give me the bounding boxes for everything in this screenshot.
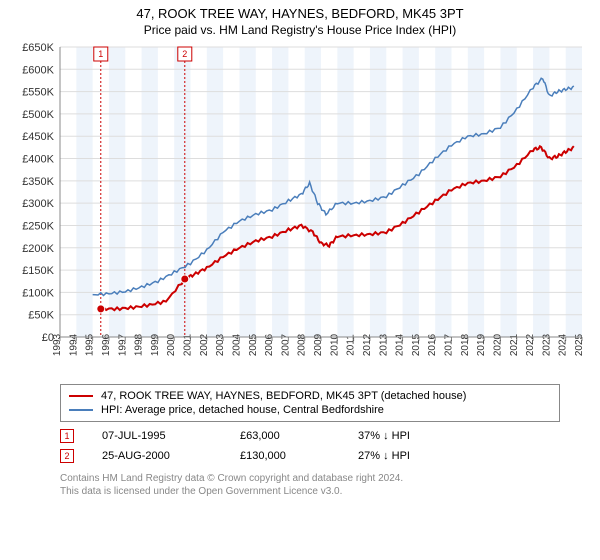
legend-row: 47, ROOK TREE WAY, HAYNES, BEDFORD, MK45…	[69, 389, 551, 403]
svg-text:£400K: £400K	[22, 153, 54, 165]
legend-label: 47, ROOK TREE WAY, HAYNES, BEDFORD, MK45…	[101, 390, 466, 402]
legend-swatch	[69, 409, 93, 411]
footer: Contains HM Land Registry data © Crown c…	[60, 472, 560, 498]
events-table: 1 07-JUL-1995 £63,000 37% ↓ HPI 2 25-AUG-2000…	[60, 426, 560, 466]
legend-row: HPI: Average price, detached house, Cent…	[69, 403, 551, 417]
legend-label: HPI: Average price, detached house, Cent…	[101, 404, 384, 416]
event-delta: 27% ↓ HPI	[358, 450, 410, 462]
svg-text:£50K: £50K	[28, 310, 54, 322]
event-row: 2 25-AUG-2000 £130,000 27% ↓ HPI	[60, 446, 560, 466]
event-price: £63,000	[240, 430, 330, 442]
svg-text:£450K: £450K	[22, 131, 54, 143]
svg-text:£550K: £550K	[22, 87, 54, 99]
svg-text:£100K: £100K	[22, 287, 54, 299]
event-date: 25-AUG-2000	[102, 450, 212, 462]
page-title: 47, ROOK TREE WAY, HAYNES, BEDFORD, MK45…	[0, 0, 600, 23]
svg-text:1: 1	[98, 49, 103, 59]
event-price: £130,000	[240, 450, 330, 462]
svg-text:£500K: £500K	[22, 109, 54, 121]
event-date: 07-JUL-1995	[102, 430, 212, 442]
svg-text:£650K: £650K	[22, 42, 54, 54]
data-point	[97, 305, 105, 313]
event-delta: 37% ↓ HPI	[358, 430, 410, 442]
svg-text:£350K: £350K	[22, 176, 54, 188]
event-marker: 1	[60, 429, 74, 443]
svg-text:2: 2	[182, 49, 187, 59]
svg-text:£600K: £600K	[22, 64, 54, 76]
event-row: 1 07-JUL-1995 £63,000 37% ↓ HPI	[60, 426, 560, 446]
svg-text:£250K: £250K	[22, 220, 54, 232]
footer-line: This data is licensed under the Open Gov…	[60, 485, 560, 498]
svg-text:£150K: £150K	[22, 265, 54, 277]
chart: £0£50K£100K£150K£200K£250K£300K£350K£400…	[0, 41, 600, 376]
data-point	[181, 275, 189, 283]
svg-text:£300K: £300K	[22, 198, 54, 210]
event-marker: 2	[60, 449, 74, 463]
svg-text:£200K: £200K	[22, 243, 54, 255]
footer-line: Contains HM Land Registry data © Crown c…	[60, 472, 560, 485]
legend: 47, ROOK TREE WAY, HAYNES, BEDFORD, MK45…	[60, 384, 560, 422]
page-subtitle: Price paid vs. HM Land Registry's House …	[0, 23, 600, 41]
legend-swatch	[69, 395, 93, 397]
